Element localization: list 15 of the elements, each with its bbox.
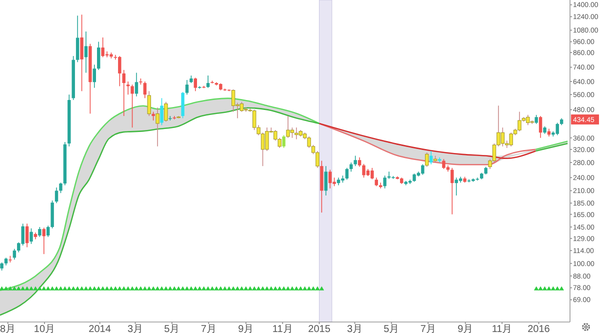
x-tick-label: 11月 (492, 324, 512, 333)
x-tick-label: 7月 (200, 324, 216, 333)
x-tick-label: 11月 (272, 324, 293, 333)
x-tick-label: 2014 (88, 324, 112, 333)
x-tick-label: 2016 (528, 324, 550, 333)
x-tick-label: 5月 (384, 324, 400, 333)
x-tick-label: 10月 (34, 324, 56, 333)
x-tick-label: 3月 (346, 324, 363, 333)
x-tick-label: 2015 (308, 324, 331, 333)
x-tick-label: 5月 (164, 324, 180, 333)
x-tick-label: 8月 (0, 324, 16, 333)
x-tick-label: 3月 (128, 324, 144, 333)
x-tick-label: 7月 (420, 324, 436, 333)
x-tick-label: 9月 (238, 324, 254, 333)
x-tick-label: 9月 (458, 324, 474, 333)
